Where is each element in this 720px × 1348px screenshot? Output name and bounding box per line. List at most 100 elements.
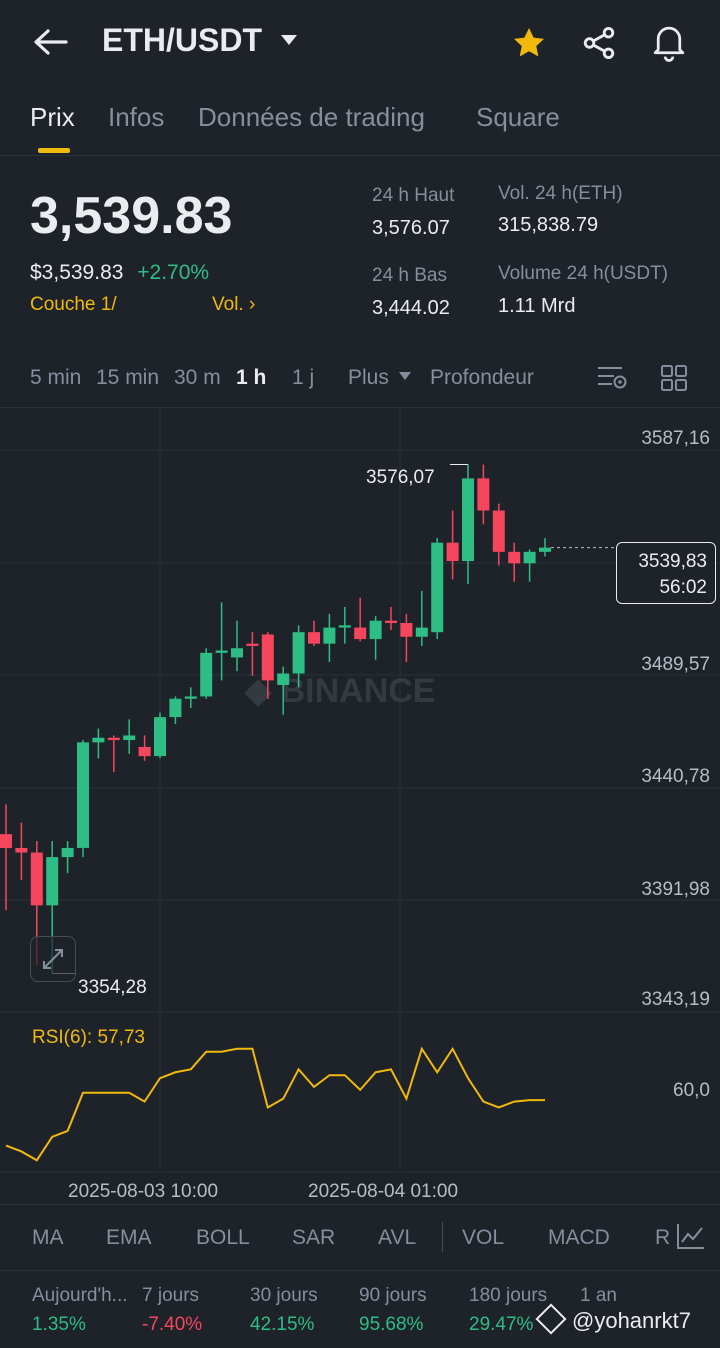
low-label: 24 h Bas — [372, 265, 447, 286]
candle-body — [123, 735, 136, 741]
bell-icon — [653, 26, 685, 62]
divider — [0, 1270, 720, 1271]
indicator-sar[interactable]: SAR — [292, 1226, 336, 1249]
candle-body — [215, 650, 228, 653]
pair-title: ETH/USDT — [102, 22, 262, 58]
candle-body — [539, 547, 551, 552]
active-tab-indicator — [38, 148, 70, 153]
candle-body — [261, 634, 274, 681]
perf-label-180d: 180 jours — [469, 1285, 548, 1306]
fullscreen-button[interactable] — [30, 936, 76, 982]
tab-infos[interactable]: Infos — [108, 102, 165, 132]
perf-label-today: Aujourd'h... — [32, 1285, 128, 1306]
y-tick: 3391,98 — [641, 879, 710, 900]
perf-label-30d: 30 jours — [250, 1285, 318, 1306]
y-tick: 3489,57 — [641, 654, 710, 675]
perf-value-180d: 29.47% — [469, 1314, 534, 1335]
candle-body — [462, 478, 474, 562]
y-tick: 3440,78 — [641, 766, 710, 787]
indicator-ema[interactable]: EMA — [106, 1226, 152, 1249]
indicator-avl[interactable]: AVL — [378, 1226, 417, 1249]
candle-body — [492, 510, 505, 552]
candle-body — [15, 847, 28, 853]
favorite-button[interactable] — [510, 24, 548, 67]
depth-tab[interactable]: Profondeur — [430, 366, 534, 389]
chart-line-icon — [677, 1224, 704, 1249]
candle-body — [308, 632, 320, 644]
candle-body — [369, 620, 382, 640]
high-label: 24 h Haut — [372, 185, 455, 206]
perf-label-1y: 1 an — [580, 1285, 617, 1306]
interval-more[interactable]: Plus — [348, 366, 411, 390]
vol-link[interactable]: Vol. › — [212, 294, 256, 315]
star-icon — [513, 27, 545, 57]
candle-body — [446, 542, 459, 562]
back-arrow-icon — [34, 29, 68, 55]
layer-tag[interactable]: Couche 1/ — [30, 294, 117, 315]
vol-usdt-label: Volume 24 h(USDT) — [498, 263, 669, 284]
candle-body — [277, 673, 290, 685]
chart-settings-button[interactable] — [596, 364, 628, 397]
back-button[interactable] — [30, 26, 70, 58]
notification-button[interactable] — [650, 22, 688, 67]
tab-square[interactable]: Square — [476, 102, 560, 132]
layout-grid-button[interactable] — [660, 364, 688, 397]
user-watermark: @yohanrkt7 — [535, 1303, 691, 1335]
rsi-level-label: 60,0 — [673, 1080, 710, 1101]
divider — [0, 1204, 720, 1205]
binance-watermark: ◆ BINANCE — [244, 672, 436, 710]
x-tick: 2025-08-03 10:00 — [68, 1181, 219, 1202]
indicator-ma[interactable]: MA — [32, 1226, 64, 1249]
price-chart[interactable]: ◆ BINANCE — [0, 408, 720, 1208]
indicator-boll[interactable]: BOLL — [196, 1226, 250, 1249]
vol-eth-value: 315,838.79 — [498, 214, 599, 236]
vol-usdt-value: 1.11 Mrd — [498, 295, 576, 317]
candle-body — [385, 620, 397, 623]
indicator-vol[interactable]: VOL — [462, 1226, 505, 1249]
candle-countdown: 56:02 — [659, 577, 707, 598]
candle-body — [338, 625, 351, 628]
candle-body — [400, 622, 413, 637]
candle-body — [246, 643, 259, 646]
candle-body — [231, 648, 243, 658]
share-button[interactable] — [580, 24, 618, 67]
share-icon — [583, 27, 615, 59]
perf-value-90d: 95.68% — [359, 1314, 424, 1335]
indicator-r[interactable]: R — [655, 1226, 671, 1249]
candle-body — [61, 847, 74, 858]
divider — [0, 155, 720, 156]
perf-value-today: 1.35% — [32, 1314, 86, 1335]
tab-prix[interactable]: Prix — [30, 102, 75, 132]
vol-eth-label: Vol. 24 h(ETH) — [498, 183, 623, 204]
high-marker-label: 3576,07 — [366, 467, 435, 488]
candle-body — [354, 627, 367, 640]
interval-1d[interactable]: 1 j — [292, 366, 315, 389]
interval-30m[interactable]: 30 m — [174, 366, 221, 389]
interval-15min[interactable]: 15 min — [96, 366, 160, 389]
current-price-value: 3539,83 — [638, 551, 707, 572]
chart-settings-icon — [598, 367, 627, 389]
candle-body — [415, 627, 428, 637]
candle-body — [477, 478, 490, 511]
indicator-settings-button[interactable] — [674, 1220, 706, 1257]
candle-body — [184, 696, 197, 699]
tab-trading-data[interactable]: Données de trading — [198, 102, 425, 132]
rsi-line — [5, 1046, 545, 1162]
indicator-macd[interactable]: MACD — [548, 1226, 610, 1249]
expand-icon — [43, 949, 63, 969]
y-tick: 3343,19 — [641, 989, 710, 1010]
x-tick: 2025-08-04 01:00 — [308, 1181, 459, 1202]
interval-5min[interactable]: 5 min — [30, 366, 82, 389]
interval-1h[interactable]: 1 h — [236, 366, 267, 389]
grid-icon — [661, 365, 687, 391]
caret-down-icon — [398, 372, 411, 380]
usd-price: $3,539.83 — [30, 261, 124, 284]
last-price: 3,539.83 — [30, 187, 233, 245]
pair-selector[interactable]: ETH/USDT — [102, 22, 297, 59]
candle-body — [0, 834, 12, 848]
candle-body — [292, 632, 305, 674]
price-change: +2.70% — [137, 261, 210, 284]
candle-body — [169, 698, 182, 718]
low-marker-label: 3354,28 — [78, 977, 147, 998]
candle-body — [138, 746, 151, 757]
